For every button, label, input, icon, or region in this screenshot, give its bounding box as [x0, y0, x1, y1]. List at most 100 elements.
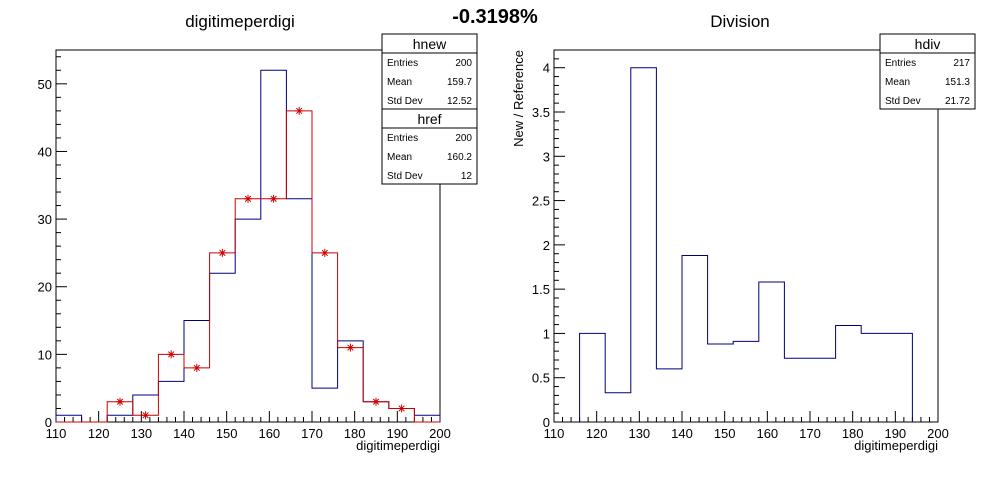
x-tick-label: 130	[130, 426, 152, 441]
stats-box-hdiv: hdiv Entries 217 Mean 151.3 Std Dev 21.72	[879, 33, 976, 110]
y-tick-label: 3	[543, 149, 550, 164]
marker-stroke	[296, 107, 303, 115]
marker-stroke	[398, 405, 405, 412]
stats-row-label: Entries	[387, 58, 418, 69]
data-point-marker	[167, 350, 176, 359]
data-point-marker	[141, 411, 150, 420]
x-tick-label: 170	[301, 426, 323, 441]
x-tick-label: 150	[216, 426, 238, 441]
stats-row-value: 160.2	[447, 152, 472, 163]
stats-box-hnew: hnew Entries 200 Mean 159.7 Std Dev 12.52	[381, 33, 478, 110]
stats-row-value: 12	[461, 171, 473, 182]
x-tick-label: 120	[88, 426, 110, 441]
percent-difference-label: -0.3198%	[452, 6, 538, 28]
y-tick-label: 2	[543, 238, 550, 253]
chart-title: Division	[710, 12, 770, 31]
stats-row-label: Entries	[885, 58, 916, 69]
data-point-marker	[346, 343, 355, 352]
stats-row-label: Std Dev	[387, 96, 423, 107]
x-tick-label: 120	[586, 426, 608, 441]
y-tick-label: 0	[45, 415, 52, 430]
stats-row-label: Std Dev	[387, 171, 423, 182]
marker-stroke	[270, 195, 277, 202]
stats-row-value: 21.72	[945, 96, 970, 107]
marker-stroke	[321, 249, 328, 257]
x-tick-label: 200	[927, 426, 949, 441]
stats-box-frame	[381, 108, 478, 185]
stats-box-title: href	[417, 111, 441, 127]
y-tick-label: 2.5	[532, 194, 550, 209]
data-point-marker	[269, 194, 278, 203]
x-tick-label: 190	[884, 426, 906, 441]
x-tick-label: 140	[173, 426, 195, 441]
marker-stroke	[142, 412, 149, 419]
stats-box-href: href Entries 200 Mean 160.2 Std Dev 12	[381, 108, 478, 185]
y-tick-label: 1.5	[532, 282, 550, 297]
chart-title: digitimeperdigi	[185, 12, 295, 31]
y-tick-label: 0.5	[532, 371, 550, 386]
y-tick-label: 40	[38, 144, 52, 159]
x-axis-title: digitimeperdigi	[854, 438, 938, 453]
data-point-marker	[397, 404, 406, 413]
stats-row-label: Entries	[387, 133, 418, 144]
data-point-marker	[116, 397, 124, 406]
stats-row-value: 12.52	[447, 96, 472, 107]
data-point-marker	[192, 363, 201, 372]
series-outline	[579, 67, 913, 422]
x-tick-label: 200	[429, 426, 451, 441]
stats-row-value: 200	[455, 133, 472, 144]
x-tick-label: 110	[46, 426, 67, 441]
stats-row-value: 151.3	[945, 77, 970, 88]
stats-row-label: Mean	[387, 77, 412, 88]
y-tick-label: 3.5	[532, 105, 550, 120]
plot-frame	[55, 49, 441, 423]
series-href	[56, 106, 440, 423]
stats-box-frame	[381, 33, 478, 110]
stats-row-label: Mean	[885, 77, 910, 88]
stats-row-value: 159.7	[447, 77, 472, 88]
marker-stroke	[193, 364, 200, 372]
y-tick-label: 1	[543, 326, 550, 341]
stats-row-label: Std Dev	[885, 96, 921, 107]
y-axis-title: New / Reference	[511, 50, 526, 147]
data-point-marker	[244, 194, 252, 203]
data-point-marker	[218, 248, 227, 257]
data-point-marker	[372, 397, 380, 406]
y-tick-label: 20	[38, 280, 52, 295]
marker-stroke	[219, 249, 226, 257]
x-tick-label: 110	[544, 426, 565, 441]
x-tick-label: 130	[628, 426, 650, 441]
x-tick-label: 180	[344, 426, 366, 441]
marker-stroke	[244, 195, 252, 202]
data-point-marker	[320, 248, 329, 257]
y-tick-label: 30	[38, 212, 52, 227]
y-tick-label: 50	[38, 77, 52, 92]
panel-division: Division 110 120 130 140 150 160 170 180 190 200 0 0…	[511, 12, 976, 453]
y-tick-label: 4	[543, 61, 550, 76]
stats-box-title: hnew	[413, 36, 447, 52]
x-tick-label: 150	[714, 426, 736, 441]
stats-row-value: 217	[953, 58, 970, 69]
y-tick-label: 0	[543, 415, 550, 430]
x-tick-label: 160	[756, 426, 778, 441]
x-axis-title: digitimeperdigi	[356, 438, 440, 453]
y-tick-label: 10	[38, 347, 52, 362]
marker-stroke	[347, 344, 354, 351]
series-hdiv	[579, 67, 913, 422]
x-tick-label: 170	[799, 426, 821, 441]
data-point-marker	[295, 106, 304, 115]
stats-box-frame	[879, 33, 976, 110]
marker-stroke	[372, 398, 380, 405]
marker-stroke	[116, 398, 124, 405]
x-tick-label: 140	[671, 426, 693, 441]
stats-row-value: 200	[455, 58, 472, 69]
x-tick-label: 180	[842, 426, 864, 441]
stats-row-label: Mean	[387, 152, 412, 163]
x-tick-label: 190	[386, 426, 408, 441]
x-tick-label: 160	[258, 426, 280, 441]
marker-stroke	[168, 351, 175, 358]
stats-box-title: hdiv	[915, 36, 941, 52]
